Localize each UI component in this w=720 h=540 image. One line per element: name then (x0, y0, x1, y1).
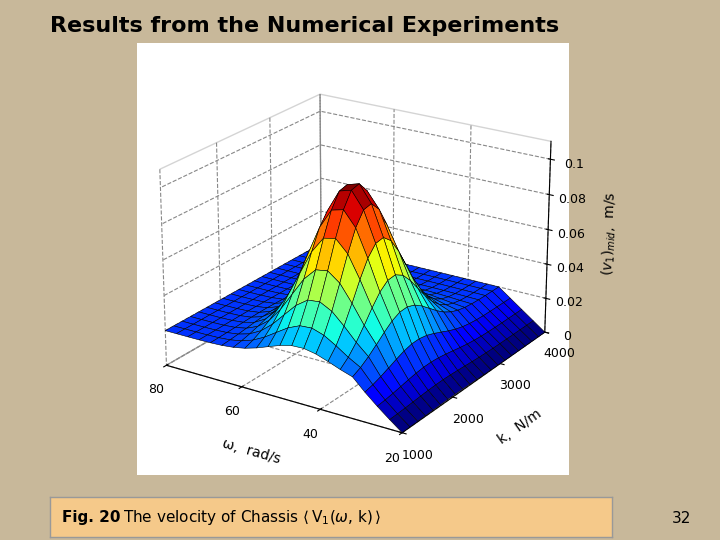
Text: Fig. 20: Fig. 20 (62, 510, 120, 524)
Text: Results from the Numerical Experiments: Results from the Numerical Experiments (50, 16, 559, 36)
Text: The velocity of Chassis $\langle\,$V$_1$($\omega$, k)$\,\rangle$: The velocity of Chassis $\langle\,$V$_1$… (123, 508, 382, 526)
X-axis label: ω,  rad/s: ω, rad/s (221, 437, 282, 467)
Text: 32: 32 (672, 511, 691, 526)
Y-axis label: k,  N/m: k, N/m (495, 406, 544, 447)
